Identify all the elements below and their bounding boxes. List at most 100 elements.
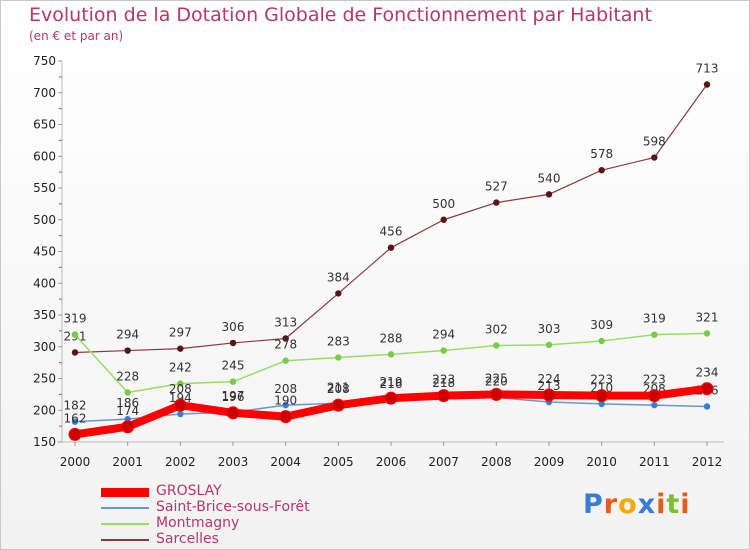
data-point (493, 199, 500, 206)
data-point (331, 398, 345, 412)
data-point (703, 403, 711, 410)
data-label: 319 (643, 312, 666, 326)
data-label: 190 (274, 394, 297, 408)
data-point (177, 345, 184, 352)
x-tick-label: 2007 (428, 455, 459, 469)
x-tick-label: 2010 (586, 455, 617, 469)
chart-subtitle: (en € et par an) (29, 29, 124, 43)
data-point (335, 290, 342, 297)
legend-label: Sarcelles (156, 531, 219, 547)
data-label: 208 (327, 382, 350, 396)
data-label: 211 (327, 380, 350, 394)
data-label: 220 (485, 375, 508, 389)
data-point (229, 378, 237, 385)
data-label: 578 (590, 147, 613, 161)
data-point (71, 418, 79, 425)
data-label: 162 (64, 411, 87, 425)
data-point (121, 420, 135, 434)
data-label: 309 (590, 318, 613, 332)
x-tick-label: 2000 (60, 455, 91, 469)
data-label: 294 (432, 328, 455, 342)
data-point (68, 427, 82, 441)
legend-label: GROSLAY (156, 483, 222, 499)
data-label: 598 (643, 135, 666, 149)
data-label: 196 (222, 390, 245, 404)
data-label: 302 (485, 322, 508, 336)
x-tick-label: 2004 (270, 455, 301, 469)
line-chart: 150 200 250 300 350 400 450 500 550 600 650 700 750 2… (33, 54, 724, 469)
data-point (595, 389, 609, 403)
data-label: 219 (380, 375, 403, 389)
data-point (177, 410, 184, 418)
data-label: 297 (169, 326, 192, 340)
data-label: 278 (274, 338, 297, 352)
data-point (700, 382, 714, 396)
proxiti-logo: Proxiti (583, 489, 691, 520)
data-label: 223 (643, 373, 666, 387)
series-sarcelles: 291294297306313384456500527540578598713 (64, 61, 719, 356)
data-label: 288 (380, 331, 403, 345)
x-tick-label: 2002 (165, 455, 196, 469)
data-label: 456 (380, 225, 403, 239)
data-point (177, 380, 184, 387)
data-label: 186 (116, 396, 139, 410)
data-point (598, 337, 605, 345)
data-point (229, 339, 237, 347)
data-label: 303 (538, 322, 561, 336)
data-point (440, 347, 447, 354)
data-point (173, 398, 187, 412)
y-tick-label: 350 (33, 308, 56, 322)
data-label: 713 (696, 61, 719, 75)
data-label: 294 (116, 328, 139, 342)
data-point (279, 410, 293, 424)
data-label: 223 (432, 373, 455, 387)
x-tick-label: 2012 (692, 455, 723, 469)
x-tick-label: 2001 (112, 455, 143, 469)
logo-text: Proxiti (583, 489, 691, 520)
series-montmagny: 319 228 242 245 278 283 288 294 302 303 309 319 321 (64, 310, 718, 396)
data-point (703, 81, 711, 88)
data-point (651, 401, 658, 409)
data-label: 306 (222, 320, 245, 334)
y-tick-label: 650 (33, 118, 56, 132)
data-point (598, 167, 605, 174)
data-point (282, 335, 289, 342)
y-tick-label: 250 (33, 372, 56, 386)
data-point (651, 331, 658, 338)
data-label: 216 (380, 377, 403, 391)
data-point (703, 330, 711, 337)
data-label: 283 (327, 335, 350, 349)
data-point (282, 357, 289, 364)
data-point (647, 389, 661, 403)
legend-swatch (101, 507, 149, 509)
data-point (71, 349, 79, 356)
data-label: 208 (169, 382, 192, 396)
legend-swatch (101, 539, 149, 541)
data-label: 223 (590, 373, 613, 387)
data-point (598, 400, 605, 408)
y-tick-label: 400 (33, 276, 56, 290)
data-point (542, 388, 556, 402)
y-tick-label: 500 (33, 213, 56, 227)
y-tick-label: 750 (33, 54, 56, 68)
data-point (489, 387, 503, 401)
y-tick-label: 600 (33, 149, 56, 163)
data-point (545, 341, 553, 349)
data-label: 540 (538, 171, 561, 185)
y-tick-label: 550 (33, 181, 56, 195)
data-label: 242 (169, 361, 192, 375)
data-point (71, 331, 79, 338)
x-tick-label: 2006 (376, 455, 407, 469)
data-point (493, 342, 500, 349)
data-point (226, 406, 240, 420)
y-tick-label: 200 (33, 403, 56, 417)
data-label: 213 (538, 379, 561, 393)
series-line (74, 83, 708, 354)
data-point (651, 154, 658, 161)
data-label: 224 (538, 372, 561, 386)
legend-swatch (101, 523, 149, 525)
data-point (440, 216, 447, 223)
data-point (282, 401, 289, 409)
data-point (124, 389, 131, 396)
